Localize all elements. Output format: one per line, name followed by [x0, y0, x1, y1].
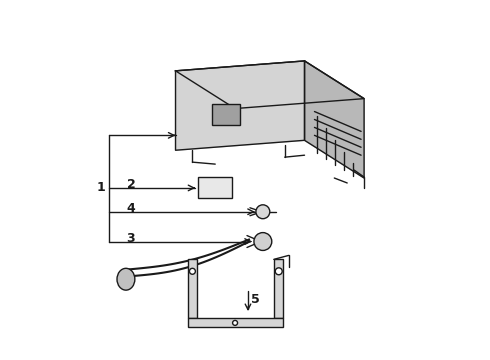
Circle shape	[233, 320, 238, 325]
Bar	[212, 104, 240, 125]
Circle shape	[275, 268, 282, 275]
Polygon shape	[175, 61, 305, 150]
Polygon shape	[305, 61, 364, 178]
Text: 1: 1	[97, 181, 105, 194]
Circle shape	[254, 233, 272, 251]
Bar	[198, 177, 232, 198]
Text: 3: 3	[126, 232, 135, 245]
Bar	[274, 260, 283, 318]
Text: 4: 4	[126, 202, 135, 215]
Polygon shape	[175, 61, 364, 109]
Bar	[189, 260, 197, 318]
Text: 5: 5	[250, 293, 259, 306]
Text: 2: 2	[126, 179, 135, 192]
Circle shape	[256, 205, 270, 219]
Circle shape	[190, 268, 196, 274]
Ellipse shape	[117, 268, 135, 290]
Bar	[189, 318, 283, 327]
